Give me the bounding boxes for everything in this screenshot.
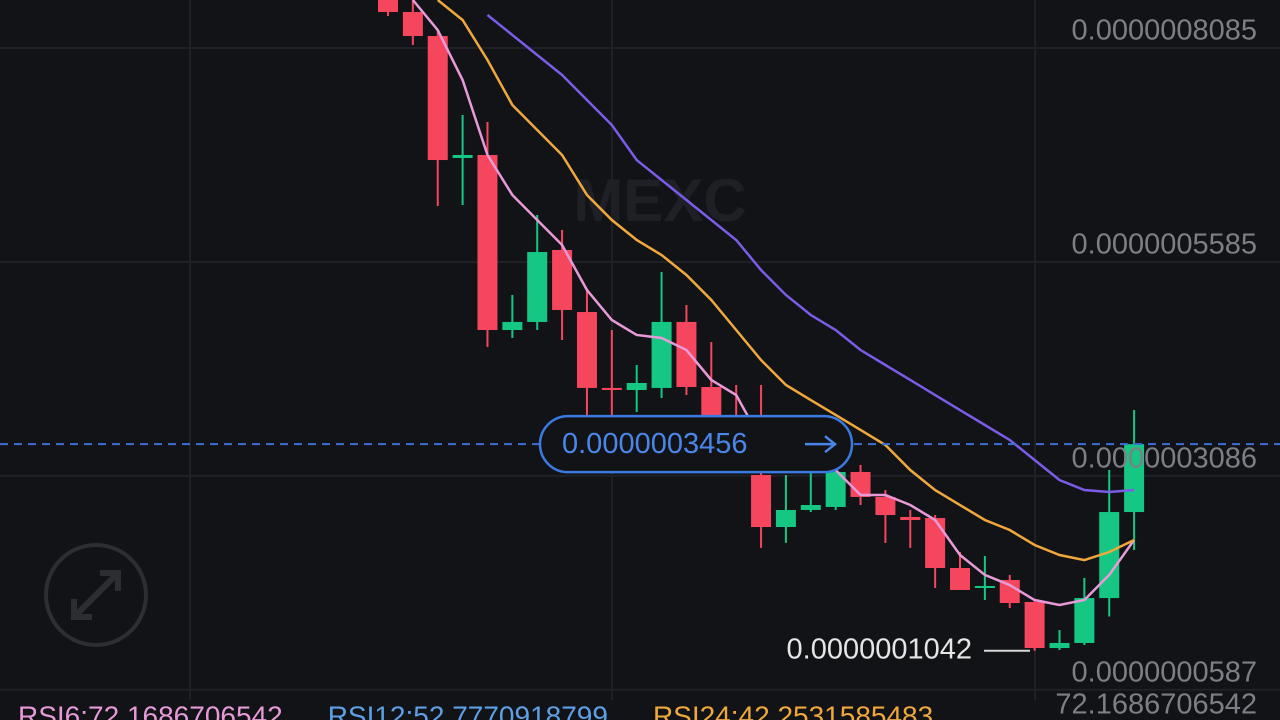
candle-body	[402, 11, 423, 37]
candle-body	[626, 382, 647, 390]
candle-body	[701, 387, 722, 415]
expand-icon[interactable]	[71, 570, 121, 620]
last-price-arrow	[805, 435, 838, 454]
candle-body	[850, 471, 871, 497]
candle-body	[378, 0, 398, 12]
candle-body	[477, 154, 498, 331]
low-marker-label: 0.0000001042	[787, 633, 972, 665]
candle-body	[999, 579, 1020, 604]
moving-average	[436, 0, 1135, 562]
candle-body	[552, 249, 573, 310]
candle-body	[775, 509, 796, 528]
candle-body	[1024, 601, 1045, 649]
last-price-label: 0.0000003456	[562, 428, 747, 460]
y-tick-label: 0.0000008085	[1072, 15, 1257, 47]
candle-body	[576, 312, 597, 388]
candle-body	[950, 568, 971, 591]
moving-average	[486, 14, 1135, 494]
watermark: MEXC	[573, 167, 746, 234]
candle-body	[651, 321, 672, 388]
candle-body	[452, 154, 473, 158]
candle-body	[1099, 512, 1120, 599]
indicator-label: RSI12:52.7770918799	[328, 700, 608, 720]
candle-body	[974, 585, 995, 588]
candle-body	[1049, 642, 1070, 649]
candle-body	[875, 496, 896, 516]
y-tick-label: 0.0000003086	[1072, 442, 1257, 474]
candle-body	[825, 471, 846, 507]
candle-body	[502, 321, 523, 331]
last-price-tag	[538, 414, 854, 474]
candle-body	[900, 516, 921, 520]
candle-body	[527, 252, 548, 322]
candle-body	[925, 518, 946, 569]
candle-body	[601, 387, 622, 390]
candle-body	[676, 321, 697, 388]
expand-circle[interactable]	[44, 543, 148, 647]
candle-body	[751, 474, 772, 528]
indicator-axis-label: 72.1686706542	[1055, 689, 1257, 720]
expand-button[interactable]	[44, 543, 148, 647]
y-tick-label: 0.0000000587	[1072, 656, 1257, 688]
candle-body	[800, 505, 821, 510]
indicator-label: RSI6:72.1686706542	[18, 700, 283, 720]
candle-body	[427, 36, 448, 161]
y-tick-label: 0.0000005585	[1072, 229, 1257, 261]
indicator-label: RSI24:42.2531585483	[653, 700, 933, 720]
candle-body	[1074, 598, 1095, 643]
candle-body	[1124, 444, 1145, 513]
